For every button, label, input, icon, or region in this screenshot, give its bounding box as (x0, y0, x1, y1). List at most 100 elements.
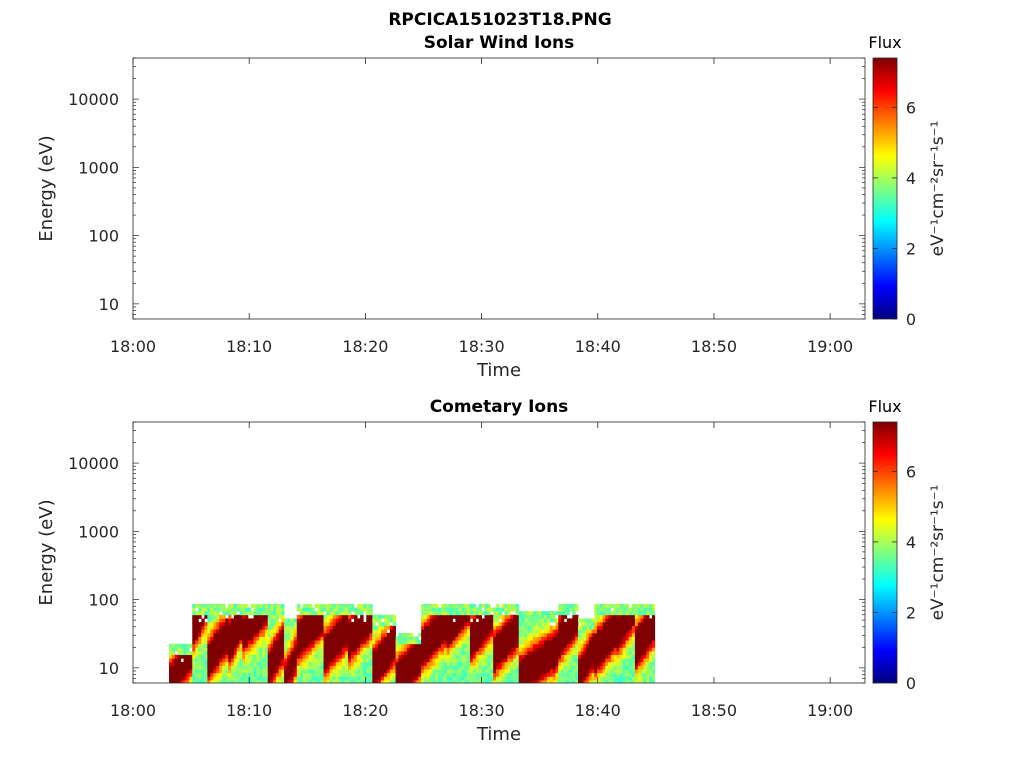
heatmap-cell-s5-c3-b21 (275, 607, 280, 612)
heatmap-cell-s17-c5-b20 (572, 611, 576, 616)
heatmap-cell-s12-c2-b11 (426, 643, 431, 648)
heatmap-cell-s10-c2-b12 (378, 640, 382, 645)
heatmap-cell-s9-c3-b20 (357, 611, 361, 616)
heatmap-cell-s7-c6-b6 (314, 661, 319, 666)
heatmap-cell-s7-c1-b0 (300, 684, 303, 688)
heatmap-cell-s18-c4-b16 (588, 625, 592, 630)
heatmap-cell-s14-c0-b1 (469, 680, 474, 683)
heatmap-cell-s4-c8-b4 (264, 669, 269, 674)
heatmap-cell-s15-c0-b0 (493, 684, 496, 688)
heatmap-cell-s13-c4-b11 (458, 643, 462, 648)
heatmap-cell-s10-c7-b5 (392, 665, 396, 670)
heatmap-cell-s10-c3-b19 (381, 614, 385, 619)
heatmap-cell-s10-c6-b10 (389, 647, 394, 652)
heatmap-cell-s19-c5-b7 (608, 658, 612, 663)
heatmap-cell-s20-c3-b8 (625, 654, 630, 659)
heatmap-cell-s21-c5-b12 (649, 640, 653, 645)
heatmap-cell-s21-c0-b16 (634, 625, 639, 630)
heatmap-cell-s10-c7-b8 (392, 654, 396, 659)
heatmap-cell-s11-c0-b6 (395, 661, 399, 666)
heatmap-cell-s12-c8-b12 (443, 640, 448, 645)
heatmap-cell-s3-c4-b13 (239, 636, 243, 641)
heatmap-cell-s16-c13-b2 (555, 676, 559, 681)
heatmap-cell-s10-c2-b9 (378, 651, 382, 656)
heatmap-cell-s13-c6-b11 (464, 643, 468, 648)
heatmap-cell-s14-c5-b20 (484, 611, 488, 616)
heatmap-cell-s18-c1-b11 (580, 643, 584, 648)
heatmap-cell-s18-c4-b11 (588, 643, 592, 648)
heatmap-cell-s15-c1-b19 (496, 614, 500, 619)
heatmap-cell-s8-c7-b22 (344, 603, 349, 608)
heatmap-cell-s14-c4-b22 (481, 603, 485, 608)
heatmap-cell-s17-c6-b0 (575, 684, 578, 688)
heatmap-cell-s16-c7-b4 (538, 669, 542, 674)
heatmap-cell-s11-c6-b1 (412, 680, 416, 683)
heatmap-cell-s19-c4-b9 (605, 651, 609, 656)
heatmap-cell-s15-c4-b5 (504, 665, 508, 670)
colorbar-tick-label: 6 (906, 462, 916, 481)
heatmap-cell-s3-c2-b8 (233, 654, 238, 659)
heatmap-cell-s13-c4-b4 (458, 669, 462, 674)
heatmap-cell-s13-c1-b3 (449, 672, 453, 677)
heatmap-cell-s5-c4-b0 (279, 684, 282, 688)
heatmap-cell-s11-c1-b11 (398, 643, 402, 648)
heatmap-cell-s15-c4-b21 (504, 607, 508, 612)
heatmap-cell-s20-c0-b7 (616, 658, 620, 663)
heatmap-cell-s6-c0-b17 (284, 622, 288, 627)
heatmap-cell-s17-c2-b11 (563, 643, 568, 648)
heatmap-cell-s7-c3-b15 (305, 629, 310, 634)
heatmap-cell-s3-c4-b21 (239, 607, 243, 612)
heatmap-cell-s21-c3-b15 (643, 629, 647, 634)
heatmap-cell-s8-c5-b0 (339, 684, 342, 688)
heatmap-cell-s10-c6-b12 (389, 640, 394, 645)
heatmap-cell-s2-c5-b10 (222, 647, 226, 652)
heatmap-cell-s7-c5-b2 (311, 676, 316, 681)
heatmap-cell-s11-c2-b4 (401, 669, 405, 674)
heatmap-cell-s19-c4-b12 (605, 640, 609, 645)
heatmap-cell-s20-c3-b15 (625, 629, 630, 634)
heatmap-cell-s16-c11-b18 (549, 618, 554, 623)
heatmap-cell-s10-c4-b7 (383, 658, 388, 663)
heatmap-cell-s12-c6-b19 (438, 614, 442, 619)
heatmap-cell-s16-c2-b7 (524, 658, 528, 663)
heatmap-cell-s20-c4-b10 (628, 647, 633, 652)
heatmap-cell-s9-c6-b15 (366, 629, 370, 634)
heatmap-cell-s19-c6-b15 (610, 629, 614, 634)
heatmap-cell-s15-c1-b17 (496, 622, 500, 627)
heatmap-cell-s8-c4-b18 (335, 618, 340, 623)
heatmap-cell-s20-c3-b0 (626, 684, 630, 688)
heatmap-cell-s12-c2-b21 (426, 607, 431, 612)
heatmap-cell-s5-c5-b0 (281, 684, 284, 688)
heatmap-cell-s21-c2-b5 (640, 665, 644, 670)
heatmap-cell-s16-c3-b2 (527, 676, 531, 681)
heatmap-cell-s4-c3-b8 (250, 654, 254, 659)
heatmap-cell-s12-c3-b16 (429, 625, 433, 630)
heatmap-cell-s7-c1-b11 (299, 643, 304, 648)
heatmap-cell-s18-c3-b17 (586, 622, 590, 627)
heatmap-cell-s4-c3-b11 (250, 643, 254, 648)
heatmap-cell-s14-c2-b12 (475, 640, 480, 645)
heatmap-cell-s15-c8-b0 (516, 684, 519, 688)
heatmap-cell-s13-c0-b11 (446, 643, 451, 648)
heatmap-cell-s10-c3-b7 (381, 658, 385, 663)
heatmap-cell-s16-c4-b18 (530, 618, 534, 623)
heatmap-cell-s12-c3-b8 (429, 654, 433, 659)
heatmap-cell-s19-c7-b6 (613, 661, 617, 666)
heatmap-cell-s8-c3-b7 (332, 658, 337, 663)
heatmap-cell-s7-c1-b21 (299, 607, 304, 612)
heatmap-cell-s12-c0-b9 (421, 651, 425, 656)
heatmap-cell-s16-c13-b5 (555, 665, 559, 670)
heatmap-cell-s1-c0-b1 (192, 680, 196, 683)
heatmap-cell-s12-c1-b21 (423, 607, 428, 612)
heatmap-cell-s12-c2-b14 (426, 632, 431, 637)
heatmap-cell-s10-c2-b7 (378, 658, 382, 663)
heatmap-cell-s19-c5-b12 (608, 640, 612, 645)
heatmap-cell-s7-c2-b22 (302, 603, 307, 608)
heatmap-cell-s19-c7-b5 (613, 665, 617, 670)
heatmap-cell-s8-c2-b13 (329, 636, 334, 641)
heatmap-cell-s16-c12-b4 (552, 669, 556, 674)
heatmap-cell-s7-c8-b2 (320, 676, 324, 681)
heatmap-cell-s15-c0-b2 (493, 676, 497, 681)
heatmap-cell-s20-c2-b10 (622, 647, 627, 652)
heatmap-cell-s7-c2-b12 (302, 640, 307, 645)
